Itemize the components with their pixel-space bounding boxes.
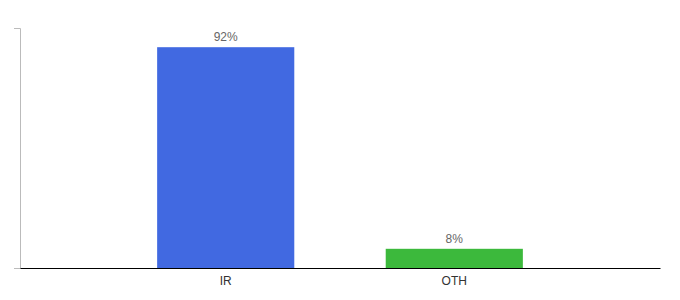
bar <box>386 249 523 268</box>
axis-line <box>21 268 661 269</box>
tick-label: IR <box>220 274 232 288</box>
tick: IR <box>220 274 232 288</box>
bars <box>157 47 523 268</box>
x-axis: IR OTH <box>21 269 661 288</box>
tick: OTH <box>442 274 467 288</box>
data-label: 8% <box>446 232 464 246</box>
axis-line <box>14 29 21 269</box>
bar <box>157 47 294 268</box>
data-label: 92% <box>214 30 238 44</box>
plot: IR OTH 92% 8% <box>14 29 661 288</box>
tick-label: OTH <box>442 274 467 288</box>
y-axis <box>14 29 21 269</box>
data-labels: 92% 8% <box>214 30 464 246</box>
chart: IR OTH 92% 8% <box>0 0 680 300</box>
